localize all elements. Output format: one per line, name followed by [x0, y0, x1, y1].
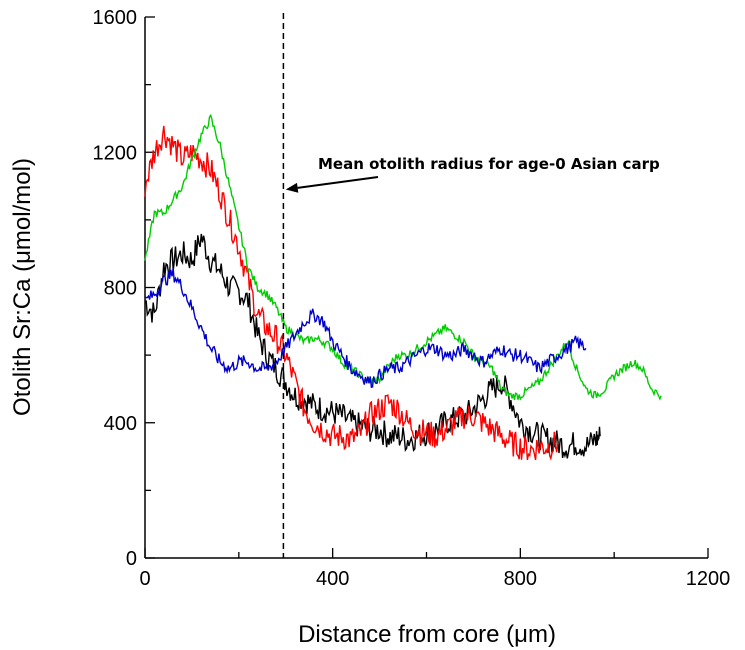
- axes: 0 400 800 1200 1600 0 400 800 1200: [93, 7, 731, 590]
- y-tick-label: 1200: [93, 142, 138, 164]
- series-line: [144, 125, 559, 461]
- x-tick-label: 0: [139, 568, 150, 590]
- y-axis-title: Otolith Sr:Ca (μmol/mol): [9, 158, 36, 416]
- series-layer: [144, 113, 662, 461]
- x-axis-title: Distance from core (μm): [298, 621, 556, 648]
- x-tick-label: 400: [316, 568, 349, 590]
- series-line: [144, 113, 662, 401]
- annotation: Mean otolith radius for age-0 Asian carp: [285, 155, 660, 193]
- series-line: [144, 233, 601, 459]
- x-tick-label: 800: [504, 568, 537, 590]
- y-tick-label: 0: [126, 548, 137, 570]
- annotation-arrowhead: [285, 182, 299, 193]
- x-tick-label: 1200: [686, 568, 731, 590]
- y-tick-label: 400: [104, 413, 137, 435]
- y-tick-label: 800: [104, 278, 137, 300]
- annotation-text: Mean otolith radius for age-0 Asian carp: [318, 155, 660, 173]
- annotation-arrow: [297, 176, 379, 189]
- series-line: [144, 267, 587, 389]
- y-tick-label: 1600: [93, 7, 138, 29]
